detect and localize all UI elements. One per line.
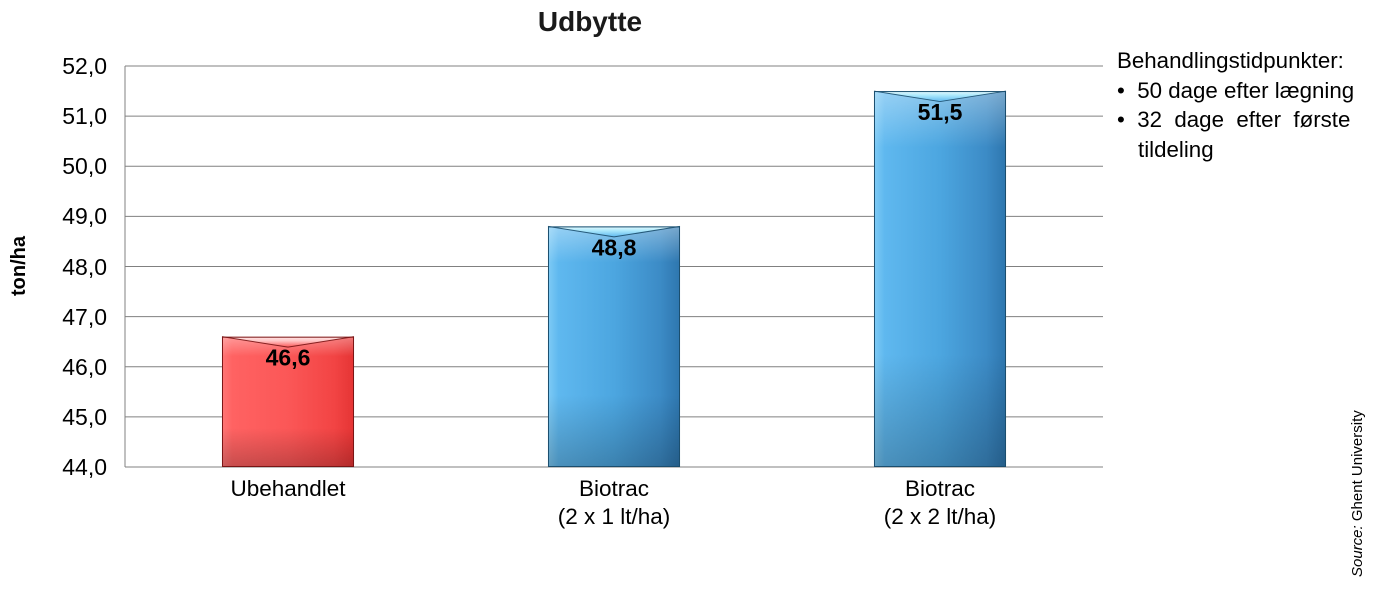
svg-text:46,6: 46,6 <box>266 345 311 371</box>
svg-text:51,5: 51,5 <box>918 99 963 125</box>
svg-text:48,8: 48,8 <box>592 234 637 260</box>
